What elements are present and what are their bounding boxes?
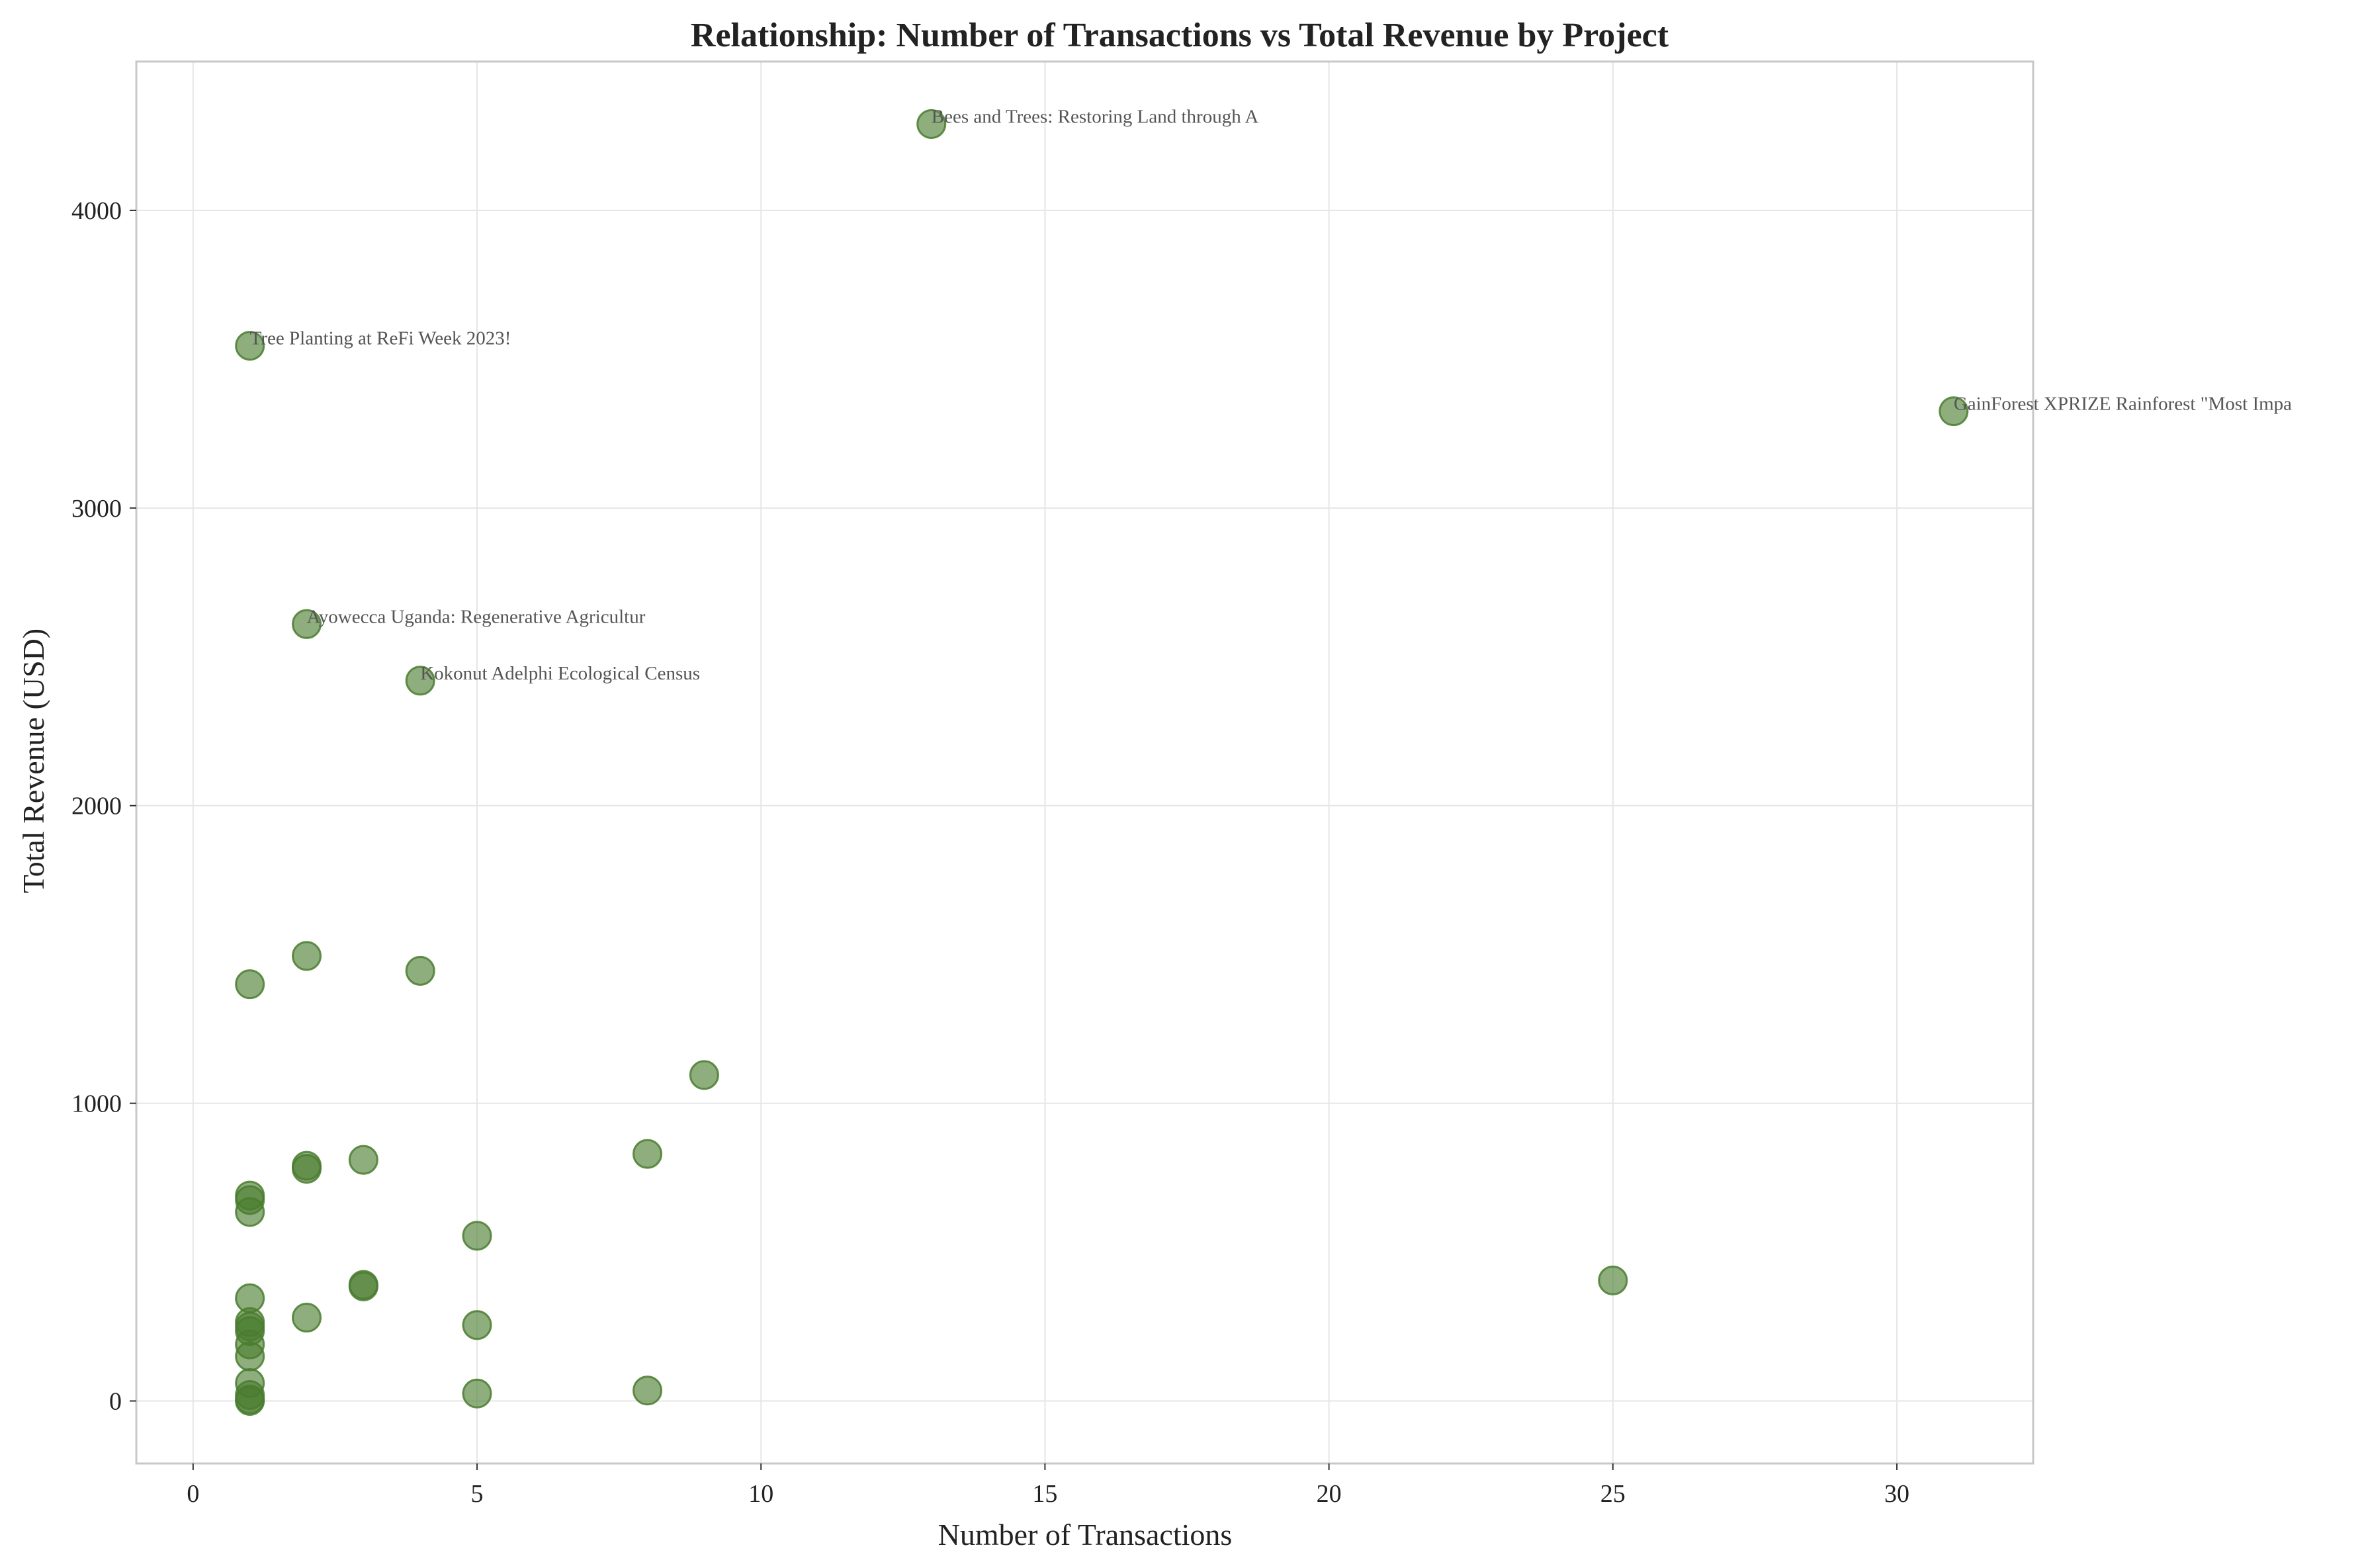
data-point [689, 1060, 719, 1090]
grid-lines [136, 62, 2033, 1463]
x-tick-label: 0 [187, 1480, 199, 1508]
x-tick-label: 25 [1600, 1480, 1626, 1508]
data-point [348, 1145, 378, 1175]
x-tick-label: 5 [471, 1480, 484, 1508]
x-axis-label: Number of Transactions [938, 1518, 1233, 1551]
data-point [292, 609, 322, 639]
data-point [1598, 1265, 1628, 1295]
data-point [235, 1197, 265, 1227]
x-tick-label: 15 [1032, 1480, 1057, 1508]
data-point [633, 1139, 663, 1169]
data-point [235, 331, 265, 361]
y-tick-label: 0 [109, 1388, 122, 1416]
data-point [462, 1378, 492, 1409]
data-point [348, 1271, 378, 1301]
axis-ticks: 0 5 10 15 20 25 30 0 1000 2000 3000 4000 [71, 197, 1909, 1508]
data-point [292, 1303, 322, 1333]
point-annotation: Tree Planting at ReFi Week 2023! [250, 328, 511, 349]
data-point [235, 1341, 265, 1372]
x-tick-label: 20 [1317, 1480, 1342, 1508]
data-point [462, 1221, 492, 1251]
data-point [1939, 396, 1969, 427]
point-annotation: Kokonut Adelphi Ecological Census [420, 663, 700, 684]
chart-title: Relationship: Number of Transactions vs … [691, 17, 1669, 54]
y-tick-label: 3000 [71, 495, 122, 523]
data-point [235, 1386, 265, 1416]
y-tick-label: 4000 [71, 197, 122, 225]
data-point [633, 1375, 663, 1406]
data-point [916, 109, 947, 139]
plot-area-frame [135, 60, 2034, 1465]
data-point [405, 666, 435, 696]
y-tick-label: 1000 [71, 1090, 122, 1118]
data-point [405, 955, 435, 986]
point-annotations: Bees and Trees: Restoring Land through A… [250, 106, 2293, 683]
x-tick-label: 10 [748, 1480, 773, 1508]
data-point [292, 1154, 322, 1184]
data-points [235, 109, 1969, 1416]
point-annotation: Ayowecca Uganda: Regenerative Agricultur [307, 606, 646, 627]
x-tick-label: 30 [1884, 1480, 1909, 1508]
y-tick-label: 2000 [71, 793, 122, 820]
data-point [235, 969, 265, 1000]
data-point [462, 1310, 492, 1340]
y-axis-label: Total Revenue (USD) [17, 629, 50, 893]
point-annotation: Bees and Trees: Restoring Land through A [932, 106, 1259, 127]
data-point [292, 941, 322, 971]
point-annotation: GainForest XPRIZE Rainforest "Most Impa [1954, 394, 2292, 415]
